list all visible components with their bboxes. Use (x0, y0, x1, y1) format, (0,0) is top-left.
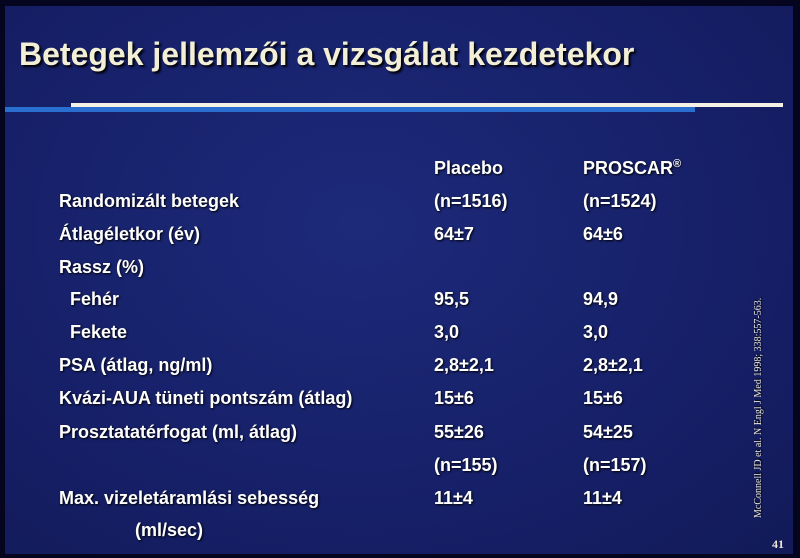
row-label: Kvázi-AUA tüneti pontszám (átlag) (59, 388, 353, 408)
row-label-indented: Fehér (70, 289, 120, 309)
proscar-value: (n=157) (583, 455, 647, 475)
placebo-value: 11±4 (434, 488, 473, 508)
placebo-value: 2,8±2,1 (434, 355, 494, 375)
title-rule-blue (5, 107, 695, 112)
header-proscar-text: PROSCAR (583, 158, 674, 178)
placebo-value: 55±26 (434, 422, 484, 442)
proscar-value: 15±6 (583, 388, 623, 408)
row-label: Rassz (%) (59, 257, 145, 277)
placebo-value: 64±7 (434, 224, 474, 244)
row-label: Prosztatatérfogat (ml, átlag) (59, 422, 298, 442)
proscar-value: 3,0 (583, 322, 609, 342)
placebo-value: (n=155) (434, 455, 498, 475)
row-label-continuation: (ml/sec) (135, 520, 204, 540)
page-number: 41 (772, 537, 784, 551)
proscar-value: 2,8±2,1 (583, 355, 643, 375)
placebo-value: 15±6 (434, 388, 474, 408)
row-label: Átlagéletkor (év) (59, 224, 201, 244)
slide-title: Betegek jellemzői a vizsgálat kezdetekor (19, 36, 635, 72)
title-rule-white (71, 103, 783, 107)
placebo-value: 3,0 (434, 322, 460, 342)
header-proscar: PROSCAR® (583, 158, 681, 179)
slide: Betegek jellemzői a vizsgálat kezdetekor… (5, 6, 793, 554)
registered-mark: ® (673, 158, 682, 170)
row-label: Max. vizeletáramlási sebesség (59, 488, 320, 508)
header-placebo: Placebo (434, 158, 504, 178)
placebo-value: (n=1516) (434, 191, 508, 211)
citation: McConnell JD et al. N Engl J Med 1998; 3… (753, 297, 764, 518)
proscar-value: 11±4 (583, 488, 622, 508)
row-label: Randomizált betegek (59, 191, 240, 211)
placebo-value: 95,5 (434, 289, 470, 309)
proscar-value: 64±6 (583, 224, 623, 244)
row-label-indented: Fekete (70, 322, 128, 342)
proscar-value: 94,9 (583, 289, 619, 309)
proscar-value: 54±25 (583, 422, 633, 442)
proscar-value: (n=1524) (583, 191, 657, 211)
row-label: PSA (átlag, ng/ml) (59, 355, 213, 375)
